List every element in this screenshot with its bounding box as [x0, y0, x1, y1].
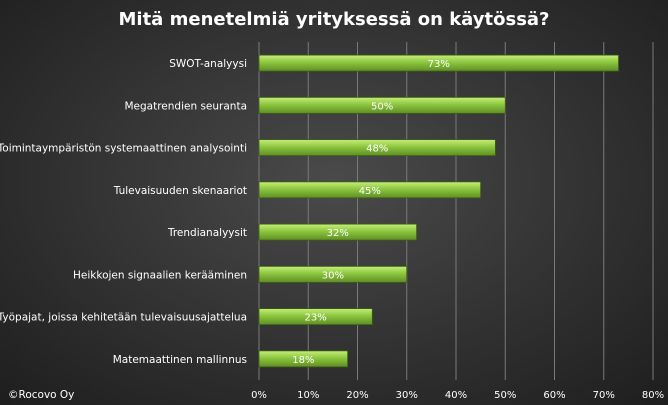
bar [258, 350, 349, 368]
data-label: 73% [428, 59, 450, 70]
x-axis-ticks: 0% 10% 20% 30% 40% 50% 60% 70% 80% [251, 390, 664, 401]
category-label: SWOT-analyysi [169, 58, 247, 70]
data-label: 32% [327, 228, 349, 239]
x-tick-label: 0% [251, 390, 267, 401]
x-tick-label: 20% [346, 390, 368, 401]
copyright-text: ©Rocovo Oy [8, 389, 74, 401]
x-tick-label: 80% [642, 390, 664, 401]
category-label: Trendianalyysit [167, 227, 247, 239]
data-label: 50% [371, 101, 393, 112]
x-tick-label: 40% [445, 390, 467, 401]
x-tick-label: 50% [494, 390, 516, 401]
category-label: Toimintaympäristön systemaattinen analys… [0, 143, 247, 155]
data-label: 48% [366, 144, 388, 155]
bar [258, 54, 619, 72]
x-tick-label: 10% [297, 390, 319, 401]
bar [258, 181, 482, 199]
data-label: 23% [305, 313, 327, 324]
bar [258, 223, 418, 241]
gridlines [258, 42, 654, 380]
data-label: 30% [322, 270, 344, 281]
bar [258, 139, 496, 157]
bar [258, 265, 408, 283]
category-label: Työpajat, joissa kehitetään tulevaisuusa… [0, 312, 247, 324]
category-label: Tulevaisuuden skenaariot [113, 185, 247, 197]
bar [258, 308, 373, 326]
bars: SWOT-analyysi 73% Megatrendien seuranta 50%… [0, 54, 619, 368]
x-tick-label: 30% [396, 390, 418, 401]
chart-title: Mitä menetelmiä yrityksessä on käytössä? [119, 9, 550, 30]
category-label: Megatrendien seuranta [124, 100, 247, 112]
category-label: Heikkojen signaalien kerääminen [73, 269, 247, 281]
data-label: 18% [292, 355, 314, 366]
x-tick-label: 70% [593, 390, 615, 401]
category-label: Matemaattinen mallinnus [113, 354, 247, 366]
x-tick-label: 60% [543, 390, 565, 401]
bar [258, 96, 506, 114]
data-label: 45% [359, 186, 381, 197]
